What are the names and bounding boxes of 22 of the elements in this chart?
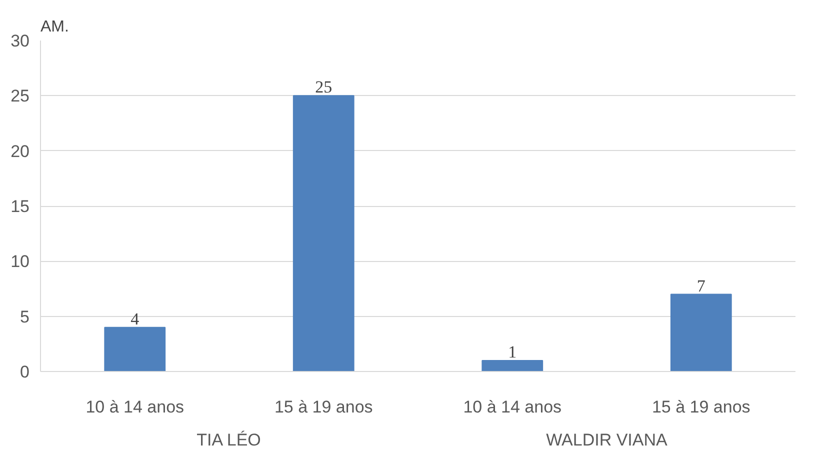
x-tick-label: 10 à 14 anos [86,398,184,416]
x-tick-label: 15 à 19 anos [652,398,750,416]
data-label: 7 [696,276,706,296]
y-tick-label: 25 [10,86,30,106]
y-tick-label: 30 [10,32,30,50]
y-tick-label: 20 [10,142,30,161]
data-label: 25 [315,78,332,97]
bar [482,360,544,372]
data-label: 4 [130,309,140,328]
y-tick-label: 15 [10,197,30,216]
text: WALDIR VIANA [546,430,668,450]
bar [292,95,354,372]
bar [104,326,166,372]
text: TIA LÉO [196,430,261,450]
y-tick-label: 5 [20,307,30,326]
chart-title: AM. [40,18,69,36]
y-tick-label: 0 [20,362,30,382]
y-tick-label: 10 [10,252,30,272]
x-tick-label: 10 à 14 anos [463,398,562,416]
x-tick-label: 15 à 19 anos [274,398,373,416]
data-label: 1 [508,342,517,362]
bar [670,294,732,372]
